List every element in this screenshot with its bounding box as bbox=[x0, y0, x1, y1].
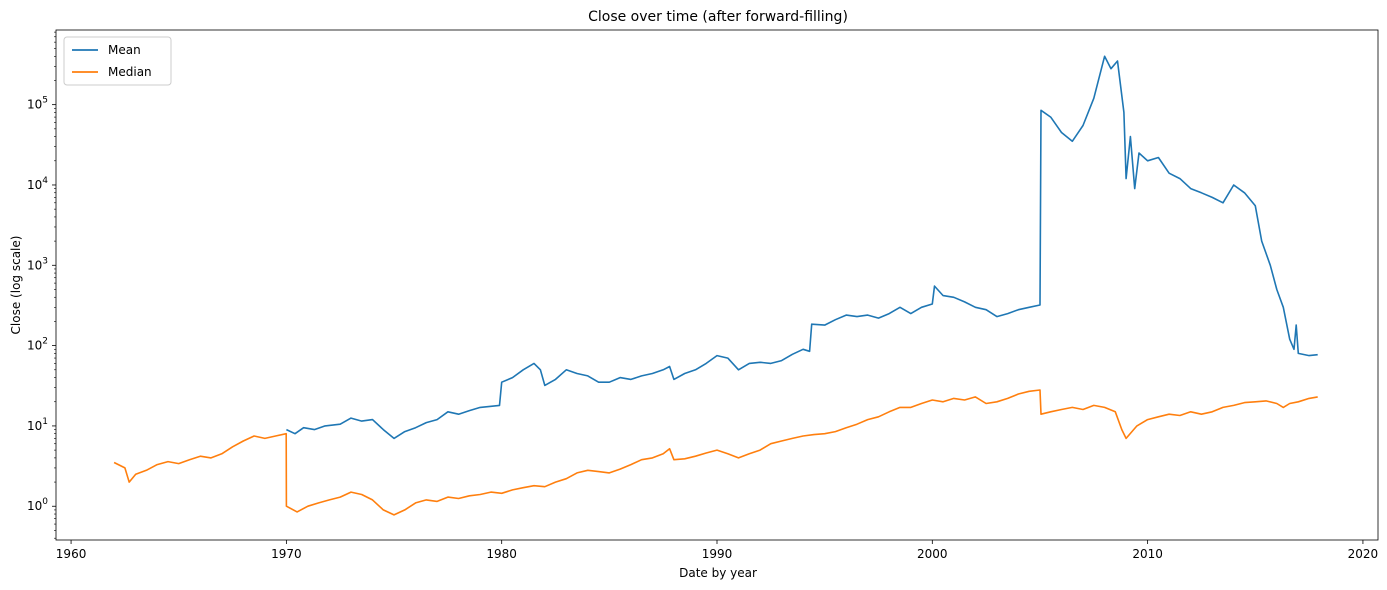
x-tick-label: 2010 bbox=[1132, 547, 1163, 561]
legend-label-mean: Mean bbox=[108, 43, 141, 57]
y-tick-label: 100 bbox=[27, 497, 48, 513]
y-axis: 100 101 102 103 104 105 bbox=[27, 31, 56, 539]
series-line-mean bbox=[286, 55, 1318, 440]
x-axis-label: Date by year bbox=[679, 566, 757, 580]
y-tick-label: 103 bbox=[27, 256, 48, 272]
legend: Mean Median bbox=[63, 36, 172, 86]
x-tick-label: 1990 bbox=[702, 547, 733, 561]
series-line-median bbox=[113, 389, 1318, 516]
x-tick-label: 2000 bbox=[917, 547, 948, 561]
plot-lines bbox=[113, 55, 1318, 516]
legend-box bbox=[63, 36, 172, 86]
x-tick-label: 1980 bbox=[486, 547, 517, 561]
x-axis: 1960 1970 1980 1990 2000 2010 2020 bbox=[56, 540, 1378, 561]
legend-label-median: Median bbox=[108, 65, 152, 79]
y-axis-label: Close (log scale) bbox=[9, 236, 23, 335]
x-tick-label: 1960 bbox=[56, 547, 87, 561]
y-tick-label: 105 bbox=[27, 96, 48, 112]
x-tick-label: 2020 bbox=[1348, 547, 1379, 561]
plot-frame bbox=[55, 29, 1379, 541]
y-tick-label: 102 bbox=[27, 337, 48, 353]
y-tick-label: 104 bbox=[27, 176, 48, 192]
y-tick-label: 101 bbox=[27, 417, 48, 433]
x-tick-label: 1970 bbox=[271, 547, 302, 561]
chart-title: Close over time (after forward-filling) bbox=[588, 9, 848, 25]
